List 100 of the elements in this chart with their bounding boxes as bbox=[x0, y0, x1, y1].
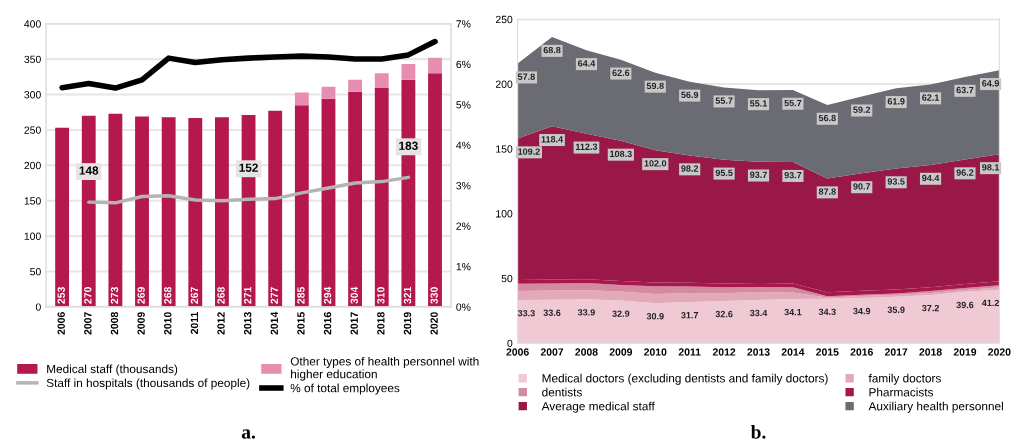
legend-label: Pharmacists bbox=[869, 387, 934, 397]
x-tick-label: 2012 bbox=[217, 312, 225, 335]
y2-tick-label: 2% bbox=[456, 222, 471, 230]
bar bbox=[135, 116, 149, 307]
data-label: 93.7 bbox=[750, 171, 767, 178]
data-label: 56.8 bbox=[818, 114, 836, 122]
x-tick-label: 2011 bbox=[678, 348, 701, 356]
data-label: 267 bbox=[190, 287, 199, 304]
data-label: 148 bbox=[79, 166, 99, 175]
legend-label: Medical doctors (excluding dentists and family doctors) bbox=[542, 373, 828, 385]
x-tick-label: 2020 bbox=[988, 348, 1011, 356]
bar bbox=[374, 87, 389, 307]
y-tick-label: 300 bbox=[24, 91, 41, 99]
bar bbox=[215, 117, 229, 307]
y2-tick-label: 7% bbox=[456, 20, 471, 28]
data-label: 64.9 bbox=[982, 80, 1000, 87]
data-label: 102.0 bbox=[644, 160, 667, 167]
x-tick-label: 2017 bbox=[884, 348, 908, 356]
data-label: 118.4 bbox=[541, 136, 564, 143]
y-tick-label: 250 bbox=[495, 15, 513, 24]
legend-label: family doctors bbox=[868, 373, 941, 385]
y-tick-label: 50 bbox=[30, 267, 41, 276]
y-tick-label: 200 bbox=[495, 80, 513, 88]
bar bbox=[374, 73, 389, 88]
x-tick-label: 2020 bbox=[430, 312, 438, 335]
legend-label: Staff in hospitals (thousands of people) bbox=[46, 378, 250, 390]
bar bbox=[55, 127, 70, 307]
legend-label: Auxiliary health personnel bbox=[868, 401, 1003, 413]
x-tick-label: 2009 bbox=[609, 348, 633, 356]
data-label: 109.2 bbox=[518, 148, 540, 155]
bar bbox=[108, 113, 123, 307]
y2-tick-label: 0% bbox=[456, 303, 471, 311]
y-tick-label: 350 bbox=[24, 55, 41, 64]
x-tick-label: 2016 bbox=[323, 312, 332, 335]
x-tick-label: 2007 bbox=[84, 312, 92, 335]
x-tick-label: 2013 bbox=[243, 312, 252, 335]
x-tick-label: 2019 bbox=[953, 348, 977, 356]
data-label: 68.8 bbox=[543, 46, 561, 54]
x-tick-label: 2014 bbox=[270, 311, 278, 335]
line-series bbox=[87, 175, 411, 205]
data-label: 268 bbox=[217, 286, 225, 304]
data-label: 55.7 bbox=[715, 97, 733, 104]
data-label: 269 bbox=[137, 287, 145, 304]
y-tick-label: 100 bbox=[496, 210, 513, 218]
data-label: 95.5 bbox=[715, 169, 733, 177]
data-label: 152 bbox=[239, 163, 258, 172]
x-tick-label: 2016 bbox=[850, 348, 873, 356]
y2-tick-label: 3% bbox=[456, 182, 471, 190]
y-tick-label: 50 bbox=[501, 274, 513, 283]
y2-tick-label: 4% bbox=[456, 141, 471, 149]
x-tick-label: 2017 bbox=[350, 312, 358, 335]
y2-tick-label: 1% bbox=[456, 262, 471, 271]
y-tick-label: 0 bbox=[507, 339, 513, 348]
y-tick-label: 250 bbox=[24, 126, 41, 134]
y-tick-label: 200 bbox=[24, 161, 41, 170]
bar bbox=[348, 79, 363, 92]
x-tick-label: 2006 bbox=[506, 348, 529, 356]
x-tick-label: 2018 bbox=[919, 348, 942, 356]
bar bbox=[268, 110, 283, 307]
y-tick-label: 0 bbox=[35, 303, 41, 311]
data-label: 112.3 bbox=[575, 143, 598, 150]
data-label: 330 bbox=[430, 287, 438, 304]
bar bbox=[294, 92, 309, 106]
legend-label: Average medical staff bbox=[541, 401, 655, 413]
x-tick-label: 2006 bbox=[57, 312, 65, 335]
data-label: 55.7 bbox=[784, 99, 802, 107]
bar bbox=[348, 91, 363, 307]
y-tick-label: 150 bbox=[496, 145, 513, 153]
data-label: 273 bbox=[110, 287, 119, 304]
legend-label: Medical staff (thousands) bbox=[47, 364, 178, 376]
x-tick-label: 2013 bbox=[747, 348, 770, 356]
bar bbox=[321, 98, 336, 307]
y-tick-label: 400 bbox=[24, 20, 41, 28]
data-label: 64.4 bbox=[577, 60, 596, 67]
y-tick-label: 150 bbox=[24, 197, 41, 205]
bar bbox=[161, 117, 176, 307]
y2-tick-label: 6% bbox=[456, 60, 471, 69]
data-label: 94.4 bbox=[922, 174, 940, 182]
x-tick-label: 2015 bbox=[816, 348, 839, 356]
x-tick-label: 2019 bbox=[403, 312, 412, 335]
data-label: 87.8 bbox=[818, 188, 836, 195]
data-label: 285 bbox=[297, 286, 305, 304]
x-tick-label: 2011 bbox=[190, 312, 199, 334]
data-label: 90.7 bbox=[853, 183, 871, 190]
data-label: 93.5 bbox=[887, 178, 905, 185]
data-label: 93.7 bbox=[784, 171, 802, 179]
data-label: 61.9 bbox=[887, 98, 905, 105]
data-label: 108.3 bbox=[610, 150, 632, 158]
x-tick-label: 2010 bbox=[644, 348, 667, 356]
bar bbox=[294, 105, 309, 307]
data-label: 96.2 bbox=[956, 169, 974, 176]
x-tick-label: 2015 bbox=[297, 312, 305, 335]
data-label: 63.7 bbox=[956, 86, 974, 94]
bar bbox=[401, 64, 416, 80]
y2-tick-label: 5% bbox=[456, 101, 471, 109]
data-label: 56.9 bbox=[681, 91, 699, 99]
text: b. bbox=[750, 424, 766, 439]
x-tick-label: 2010 bbox=[164, 312, 172, 335]
x-tick-label: 2008 bbox=[110, 312, 119, 335]
data-label: 304 bbox=[350, 286, 358, 304]
